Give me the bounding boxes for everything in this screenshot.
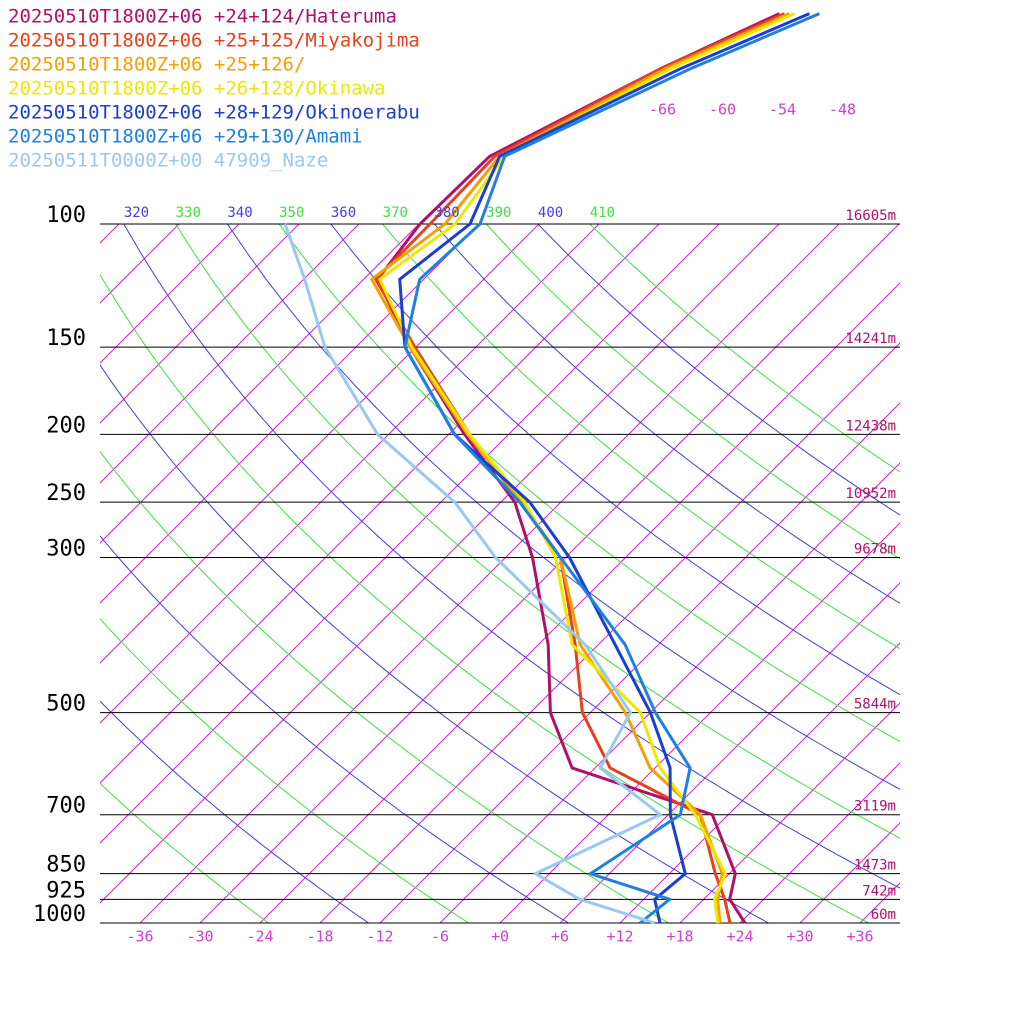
isotherm-label: -48 bbox=[829, 101, 856, 119]
theta-label: 410 bbox=[590, 205, 615, 221]
theta-line bbox=[382, 224, 900, 650]
sounding-line bbox=[283, 223, 662, 925]
isotherm bbox=[439, 462, 900, 923]
theta-line bbox=[123, 224, 900, 889]
isotherm bbox=[100, 224, 420, 544]
theta-label: 330 bbox=[176, 205, 201, 221]
sounding-line bbox=[370, 12, 791, 924]
legend-entry: 20250510T1800Z+06 +26+128/Okinawa bbox=[8, 78, 386, 100]
height-label: 16605m bbox=[845, 208, 896, 224]
theta-line bbox=[100, 450, 669, 923]
isotherm bbox=[100, 224, 600, 724]
isotherm bbox=[679, 702, 900, 923]
sounding-line bbox=[374, 12, 786, 924]
theta-label: 380 bbox=[434, 205, 459, 221]
isotherm bbox=[319, 342, 900, 923]
legend-entry: 20250510T1800Z+06 +24+124/Hateruma bbox=[8, 6, 397, 28]
x-tick-label: -36 bbox=[126, 928, 153, 946]
theta-line bbox=[537, 224, 900, 516]
isotherm bbox=[499, 522, 900, 923]
height-label: 10952m bbox=[845, 486, 896, 502]
y-tick-label: 700 bbox=[46, 794, 86, 819]
isotherm-label: -54 bbox=[769, 101, 796, 119]
isotherm bbox=[799, 822, 900, 923]
labels: -66 -60 -54 -48 320 330 340 350 360 370 380 390 400 4… bbox=[8, 6, 896, 946]
legend-entry: 20250511T0000Z+00 47909_Naze bbox=[8, 150, 328, 172]
theta-line bbox=[226, 224, 900, 790]
isotherm bbox=[100, 224, 660, 784]
height-label: 5844m bbox=[854, 697, 896, 713]
theta-label: 400 bbox=[538, 205, 563, 221]
isotherm bbox=[739, 762, 900, 923]
isotherm bbox=[259, 282, 900, 923]
theta-line bbox=[485, 224, 900, 560]
height-label: 60m bbox=[871, 907, 896, 923]
theta-line bbox=[175, 224, 900, 839]
isotherm bbox=[100, 224, 480, 604]
theta-label: 320 bbox=[124, 205, 149, 221]
isotherm bbox=[100, 224, 360, 484]
y-tick-label: 100 bbox=[46, 203, 86, 228]
sounding-line bbox=[378, 12, 796, 924]
height-label: 14241m bbox=[845, 331, 896, 347]
y-tick-label: 500 bbox=[46, 692, 86, 717]
x-tick-label: +12 bbox=[606, 928, 633, 946]
height-label: 12438m bbox=[845, 418, 896, 434]
x-tick-label: -12 bbox=[366, 928, 393, 946]
y-tick-label: 200 bbox=[46, 413, 86, 438]
y-tick-label: 250 bbox=[46, 481, 86, 506]
isotherm-label: -66 bbox=[649, 101, 676, 119]
legend-entry: 20250510T1800Z+06 +29+130/Amami bbox=[8, 126, 363, 148]
y-tick-label: 1000 bbox=[33, 902, 86, 927]
x-tick-label: +36 bbox=[846, 928, 873, 946]
theta-label: 360 bbox=[331, 205, 356, 221]
height-label: 3119m bbox=[854, 799, 896, 815]
theta-label: 370 bbox=[383, 205, 408, 221]
x-tick-label: +30 bbox=[786, 928, 813, 946]
y-tick-label: 300 bbox=[46, 537, 86, 562]
y-tick-label: 850 bbox=[46, 853, 86, 878]
legend-entry: 20250510T1800Z+06 +25+125/Miyakojima bbox=[8, 30, 420, 52]
sounding-line bbox=[376, 12, 781, 924]
isotherm bbox=[559, 582, 900, 923]
x-tick-label: -30 bbox=[186, 928, 213, 946]
x-tick-label: +18 bbox=[666, 928, 693, 946]
legend-entry: 20250510T1800Z+06 +25+126/ bbox=[8, 54, 305, 76]
y-tick-label: 150 bbox=[46, 326, 86, 351]
sounding-line bbox=[403, 12, 820, 925]
marks bbox=[100, 12, 900, 925]
theta-label: 390 bbox=[486, 205, 511, 221]
isotherm bbox=[619, 642, 900, 923]
x-tick-label: +0 bbox=[491, 928, 509, 946]
height-label: 1473m bbox=[854, 858, 896, 874]
legend-entry: 20250510T1800Z+06 +28+129/Okinoerabu bbox=[8, 102, 420, 124]
theta-label: 350 bbox=[279, 205, 304, 221]
x-tick-label: -6 bbox=[431, 928, 449, 946]
height-label: 742m bbox=[862, 883, 896, 899]
theta-label: 340 bbox=[227, 205, 252, 221]
isotherm bbox=[139, 224, 840, 923]
isotherm bbox=[100, 224, 780, 904]
sounding-line bbox=[398, 12, 810, 924]
y-tick-label: 925 bbox=[46, 878, 86, 903]
x-tick-label: +6 bbox=[551, 928, 569, 946]
x-tick-label: -18 bbox=[306, 928, 333, 946]
x-tick-label: -24 bbox=[246, 928, 273, 946]
isotherm bbox=[379, 402, 900, 923]
isotherm bbox=[199, 224, 900, 923]
x-tick-label: +24 bbox=[726, 928, 753, 946]
isotherm-label: -60 bbox=[709, 101, 736, 119]
height-label: 9678m bbox=[854, 542, 896, 558]
